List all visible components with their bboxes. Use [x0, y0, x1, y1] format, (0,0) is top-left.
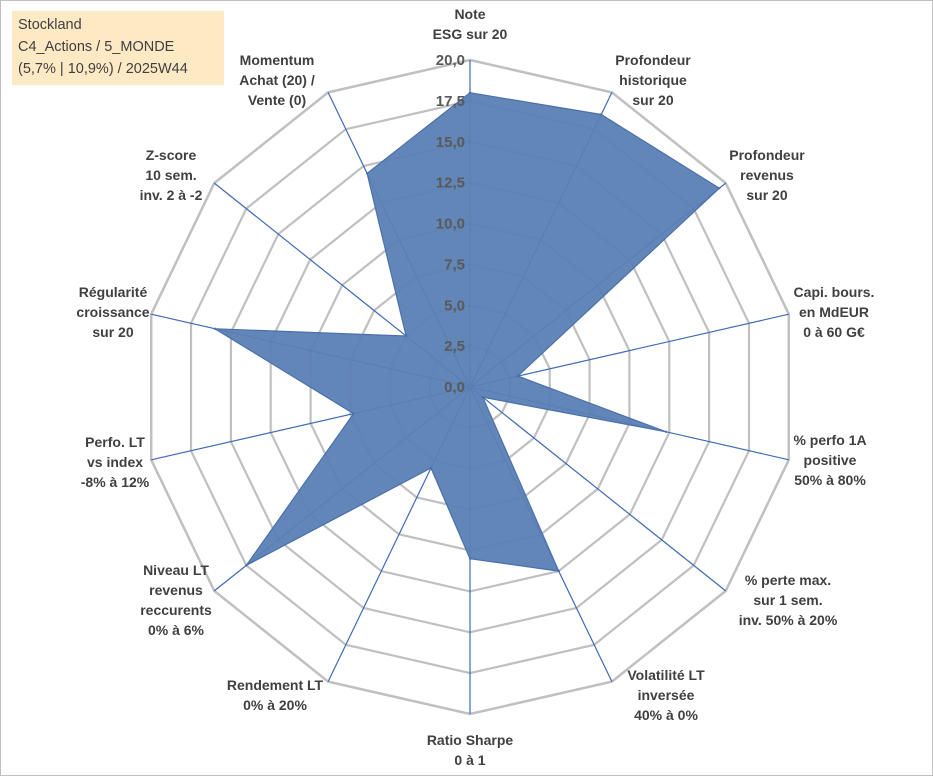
axis-label-9-line-2: reccurents [140, 602, 212, 618]
axis-label-4: % perfo 1A positive 50% à 80% [793, 432, 866, 488]
axis-label-3-line-2: 0 à 60 G€ [803, 324, 865, 340]
axis-label-2-line-2: sur 20 [746, 187, 787, 203]
axis-label-2: Profondeur revenus sur 20 [729, 147, 805, 203]
axis-label-2-line-1: revenus [740, 167, 794, 183]
axis-label-9-line-0: Niveau LT [143, 562, 209, 578]
axis-label-6: Volatilité LT inversée 40% à 0% [627, 667, 705, 723]
axis-label-6-line-1: inversée [638, 687, 695, 703]
axis-label-3-line-1: en MdEUR [799, 304, 869, 320]
radial-tick-labels: 0,0 2,5 5,0 7,5 10,0 12,5 15,0 17,5 20,0 [436, 52, 465, 396]
tick-label-2: 5,0 [444, 297, 465, 314]
axis-label-8-line-0: Rendement LT [227, 677, 324, 693]
axis-label-12: Z-score 10 sem. inv. 2 à -2 [140, 147, 203, 203]
axis-label-5: % perte max. sur 1 sem. inv. 50% à 20% [739, 572, 838, 628]
info-line-company: Stockland [18, 17, 82, 33]
axis-label-11-line-1: croissance [76, 304, 149, 320]
series-point-8 [429, 466, 433, 470]
tick-label-5: 12,5 [436, 175, 465, 192]
axis-label-10-line-0: Perfo. LT [85, 434, 145, 450]
series-point-0 [468, 91, 472, 94]
axis-label-0: Note ESG sur 20 [433, 6, 508, 42]
axis-label-9: Niveau LT revenus reccurents 0% à 6% [140, 562, 212, 638]
series-point-6 [557, 569, 560, 573]
series-point-1 [600, 113, 603, 116]
axis-label-12-line-1: 10 sem. [145, 167, 196, 183]
info-box: Stockland C4_Actions / 5_MONDE (5,7% | 1… [12, 11, 224, 85]
axis-label-8-line-1: 0% à 20% [243, 697, 307, 713]
series-point-9 [245, 564, 248, 567]
axis-label-11-line-2: sur 20 [92, 324, 133, 340]
series-point-11 [213, 327, 217, 330]
axis-label-1-line-0: Profondeur [615, 52, 691, 68]
axis-label-1-line-1: historique [619, 72, 687, 88]
axis-label-12-line-2: inv. 2 à -2 [140, 187, 203, 203]
axis-label-1-line-2: sur 20 [632, 92, 673, 108]
axis-label-0-line-0: Note [454, 6, 485, 22]
axis-label-13-line-0: Momentum [240, 52, 315, 68]
axis-label-4-line-0: % perfo 1A [793, 432, 866, 448]
axis-label-11: Régularité croissance sur 20 [76, 284, 149, 340]
series-point-10 [352, 412, 355, 415]
info-line-category: C4_Actions / 5_MONDE [18, 39, 175, 55]
series-point-2 [718, 187, 721, 190]
axis-label-9-line-3: 0% à 6% [148, 622, 205, 638]
series-point-4 [664, 430, 668, 433]
axis-label-13-line-1: Achat (20) / [239, 72, 315, 88]
axis-label-3: Capi. bours. en MdEUR 0 à 60 G€ [794, 284, 875, 340]
axis-label-9-line-1: revenus [149, 582, 203, 598]
axis-label-12-line-0: Z-score [146, 147, 197, 163]
axis-label-10-line-1: vs index [87, 454, 143, 470]
axis-label-0-line-1: ESG sur 20 [433, 26, 508, 42]
series-point-12 [404, 334, 408, 338]
series-point-13 [365, 172, 369, 175]
tick-label-8: 20,0 [436, 52, 465, 69]
axis-label-13: Momentum Achat (20) / Vente (0) [239, 52, 315, 108]
axis-label-2-line-0: Profondeur [729, 147, 805, 163]
tick-label-6: 15,0 [436, 134, 465, 151]
axis-label-5-line-0: % perte max. [745, 572, 831, 588]
axis-spoke-3 [469, 313, 789, 388]
axis-spoke-5 [469, 386, 727, 592]
series-area-0 [212, 92, 721, 572]
axis-label-10: Perfo. LT vs index -8% à 12% [81, 434, 150, 490]
axis-label-4-line-2: 50% à 80% [794, 472, 866, 488]
axis-label-4-line-1: positive [804, 452, 857, 468]
series-point-7 [468, 557, 472, 560]
axis-label-11-line-0: Régularité [79, 284, 148, 300]
tick-label-0: 0,0 [444, 379, 465, 396]
series-point-3 [516, 374, 519, 378]
axis-label-5-line-2: inv. 50% à 20% [739, 612, 838, 628]
axis-label-6-line-0: Volatilité LT [627, 667, 705, 683]
radar-series [212, 91, 721, 573]
info-line-stats: (5,7% | 10,9%) / 2025W44 [18, 61, 188, 77]
axis-label-10-line-2: -8% à 12% [81, 474, 150, 490]
axis-label-7: Ratio Sharpe 0 à 1 [427, 732, 514, 768]
tick-label-3: 7,5 [444, 256, 465, 273]
tick-label-4: 10,0 [436, 216, 465, 233]
axis-label-5-line-1: sur 1 sem. [753, 592, 822, 608]
axis-label-6-line-2: 40% à 0% [634, 707, 698, 723]
axis-label-13-line-2: Vente (0) [248, 92, 306, 108]
axis-label-3-line-0: Capi. bours. [794, 284, 875, 300]
tick-label-7: 17,5 [436, 93, 465, 110]
tick-label-1: 2,5 [444, 338, 465, 355]
axis-label-8: Rendement LT 0% à 20% [227, 677, 324, 713]
axis-label-1: Profondeur historique sur 20 [615, 52, 691, 108]
axis-label-7-line-0: Ratio Sharpe [427, 732, 514, 748]
axis-labels: Note ESG sur 20 Profondeur historique sur 20… [76, 6, 874, 768]
series-point-5 [481, 396, 484, 399]
axis-label-7-line-1: 0 à 1 [454, 752, 485, 768]
